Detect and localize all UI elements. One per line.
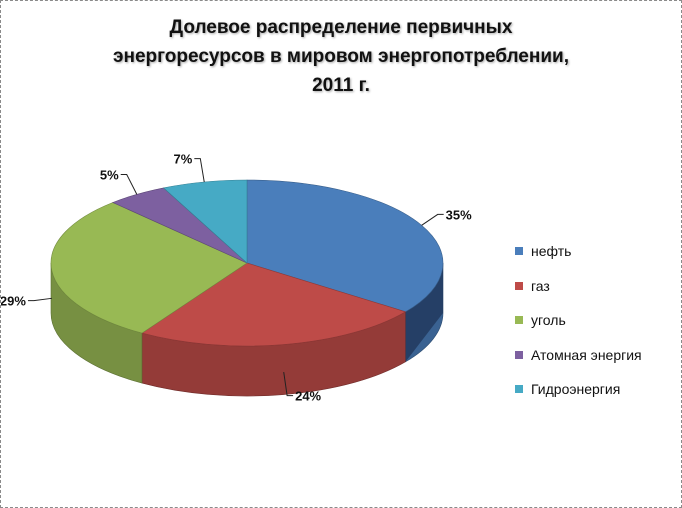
data-label-2: 29% bbox=[1, 294, 26, 309]
data-label-0: 35% bbox=[446, 207, 472, 222]
data-label-3: 5% bbox=[100, 168, 119, 183]
legend-item-4: Гидроэнергия bbox=[515, 378, 642, 400]
legend: нефть газ уголь Атомная энергия Гидроэнергия bbox=[515, 240, 642, 413]
legend-label-2: уголь bbox=[531, 312, 566, 328]
legend-label-4: Гидроэнергия bbox=[531, 381, 621, 397]
leader-line-2 bbox=[27, 297, 52, 302]
chart-title-line-1: Долевое распределение первичных bbox=[169, 17, 513, 38]
legend-swatch-1 bbox=[515, 281, 523, 290]
legend-label-1: газ bbox=[531, 277, 550, 294]
pie-slice-1 bbox=[141, 262, 407, 347]
pie-slice-0 bbox=[246, 179, 444, 313]
legend-item-2: уголь bbox=[515, 309, 642, 331]
leader-line-1 bbox=[283, 371, 294, 397]
leader-line-3 bbox=[120, 174, 138, 195]
leader-line-0 bbox=[421, 213, 444, 226]
legend-label-0: нефть bbox=[531, 243, 572, 259]
data-label-1: 24% bbox=[295, 389, 321, 404]
legend-swatch-3 bbox=[515, 350, 523, 359]
legend-item-3: Атомная энергия bbox=[515, 344, 642, 366]
legend-swatch-0 bbox=[515, 247, 523, 255]
data-label-4: 7% bbox=[174, 152, 193, 167]
legend-item-0: нефть bbox=[515, 240, 642, 262]
legend-swatch-4 bbox=[515, 385, 523, 393]
chart-title-line-2: энергоресурсов в мировом энергопотреблен… bbox=[113, 46, 569, 67]
legend-item-1: газ bbox=[515, 275, 642, 297]
chart-title-line-3: 2011 г. bbox=[312, 75, 370, 96]
pie-slice-2 bbox=[50, 202, 248, 334]
chart-title: Долевое распределение первичных энергоре… bbox=[41, 13, 641, 100]
legend-label-3: Атомная энергия bbox=[531, 346, 642, 363]
leader-line-4 bbox=[194, 158, 205, 183]
legend-swatch-2 bbox=[515, 316, 523, 324]
